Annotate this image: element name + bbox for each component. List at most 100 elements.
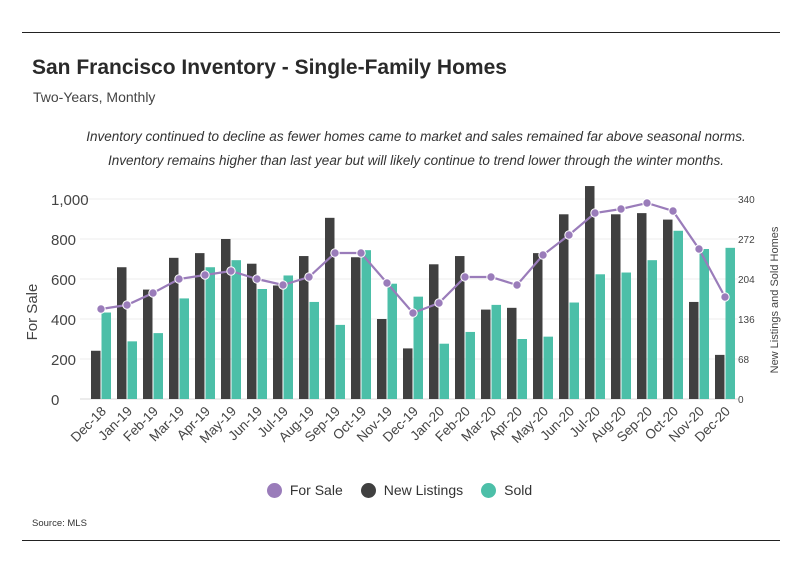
bar-new-listings — [377, 319, 387, 399]
source-note: Source: MLS — [32, 518, 87, 529]
chart-title: San Francisco Inventory - Single-Family … — [32, 56, 507, 79]
bar-new-listings — [273, 285, 283, 399]
bar-new-listings — [169, 257, 179, 399]
bottom-rule — [22, 540, 780, 541]
point-for-sale — [252, 274, 262, 284]
annotation-line-2: Inventory remains higher than last year … — [107, 153, 725, 168]
line-for-sale — [100, 201, 726, 315]
bar-sold — [179, 298, 189, 399]
bar-new-listings — [299, 256, 309, 399]
point-for-sale — [486, 272, 496, 282]
bar-sold — [413, 296, 423, 399]
y-left-tick-label: 600 — [51, 272, 76, 289]
point-for-sale — [564, 230, 574, 240]
legend-item-new-listings: New Listings — [360, 482, 464, 498]
chart-legend: For Sale New Listings Sold — [0, 482, 799, 498]
bar-new-listings — [143, 289, 153, 399]
y-left-tick-label: 200 — [51, 352, 76, 369]
bar-sold — [595, 274, 605, 399]
legend-swatch-for-sale — [266, 482, 282, 498]
point-for-sale — [122, 300, 132, 310]
point-for-sale — [668, 206, 678, 216]
y-right-tick-label: 204 — [738, 275, 755, 286]
bar-sold — [153, 333, 163, 399]
point-for-sale — [720, 292, 730, 302]
y-left-tick-label: 0 — [51, 392, 59, 409]
point-for-sale — [200, 270, 210, 280]
bar-new-listings — [689, 301, 699, 399]
bar-new-listings — [715, 354, 725, 399]
bar-sold — [699, 249, 709, 399]
bar-sold — [361, 250, 371, 399]
point-for-sale — [408, 308, 418, 318]
bar-new-listings — [403, 348, 413, 399]
bar-sold — [491, 304, 501, 399]
bar-new-listings — [91, 350, 101, 399]
bar-new-listings — [195, 253, 205, 399]
bar-sold — [621, 272, 631, 399]
bar-new-listings — [507, 307, 517, 399]
bar-sold — [517, 339, 527, 399]
bar-new-listings — [247, 263, 257, 399]
point-for-sale — [590, 208, 600, 218]
y-right-tick-label: 68 — [738, 355, 750, 366]
legend-label-new-listings: New Listings — [383, 482, 464, 498]
point-for-sale — [356, 248, 366, 258]
legend-swatch-new-listings — [360, 482, 376, 498]
chart-subtitle: Two-Years, Monthly — [33, 89, 156, 105]
bar-new-listings — [481, 309, 491, 399]
annotation-line-1: Inventory continued to decline as fewer … — [86, 129, 746, 144]
point-for-sale — [512, 280, 522, 290]
bar-sold — [257, 289, 267, 399]
bar-sold — [569, 302, 579, 399]
y-right-tick-label: 0 — [738, 395, 744, 406]
legend-label-for-sale: For Sale — [289, 482, 343, 498]
point-for-sale — [694, 244, 704, 254]
point-for-sale — [382, 278, 392, 288]
bar-new-listings — [533, 253, 543, 399]
legend-item-for-sale: For Sale — [266, 482, 343, 498]
bar-new-listings — [351, 257, 361, 399]
legend-label-sold: Sold — [504, 482, 533, 498]
bar-sold — [465, 331, 475, 399]
legend-swatch-sold — [481, 482, 497, 498]
legend-item-sold: Sold — [481, 482, 532, 498]
y-right-axis-title: New Listings and Sold Homes — [769, 226, 781, 373]
bar-new-listings — [559, 214, 569, 399]
point-for-sale — [304, 272, 314, 282]
bar-new-listings — [429, 264, 439, 399]
bar-new-listings — [325, 217, 335, 399]
point-for-sale — [226, 266, 236, 276]
bar-sold — [335, 324, 345, 399]
bar-sold — [543, 336, 553, 399]
bar-sold — [725, 247, 735, 399]
bar-sold — [283, 275, 293, 399]
point-for-sale — [96, 304, 106, 314]
y-left-tick-label: 800 — [51, 232, 76, 249]
point-for-sale — [278, 280, 288, 290]
y-right-tick-label: 340 — [738, 195, 755, 206]
bar-new-listings — [585, 186, 595, 399]
bar-sold — [309, 301, 319, 399]
bar-sold — [673, 230, 683, 399]
bar-new-listings — [221, 239, 231, 399]
point-for-sale — [460, 272, 470, 282]
y-left-tick-label: 1,000 — [51, 192, 89, 209]
bar-sold — [231, 260, 241, 399]
bar-sold — [101, 312, 111, 399]
point-for-sale — [642, 198, 652, 208]
y-left-tick-label: 400 — [51, 312, 76, 329]
y-right-tick-label: 272 — [738, 235, 755, 246]
bar-new-listings — [663, 219, 673, 399]
point-for-sale — [174, 274, 184, 284]
point-for-sale — [330, 248, 340, 258]
bar-sold — [647, 260, 657, 399]
bar-sold — [439, 343, 449, 399]
bar-sold — [205, 267, 215, 399]
bar-new-listings — [637, 213, 647, 399]
bar-new-listings — [455, 256, 465, 399]
y-right-tick-label: 136 — [738, 315, 755, 326]
y-left-axis-title: For Sale — [24, 284, 41, 341]
point-for-sale — [148, 288, 158, 298]
bar-new-listings — [117, 267, 127, 399]
